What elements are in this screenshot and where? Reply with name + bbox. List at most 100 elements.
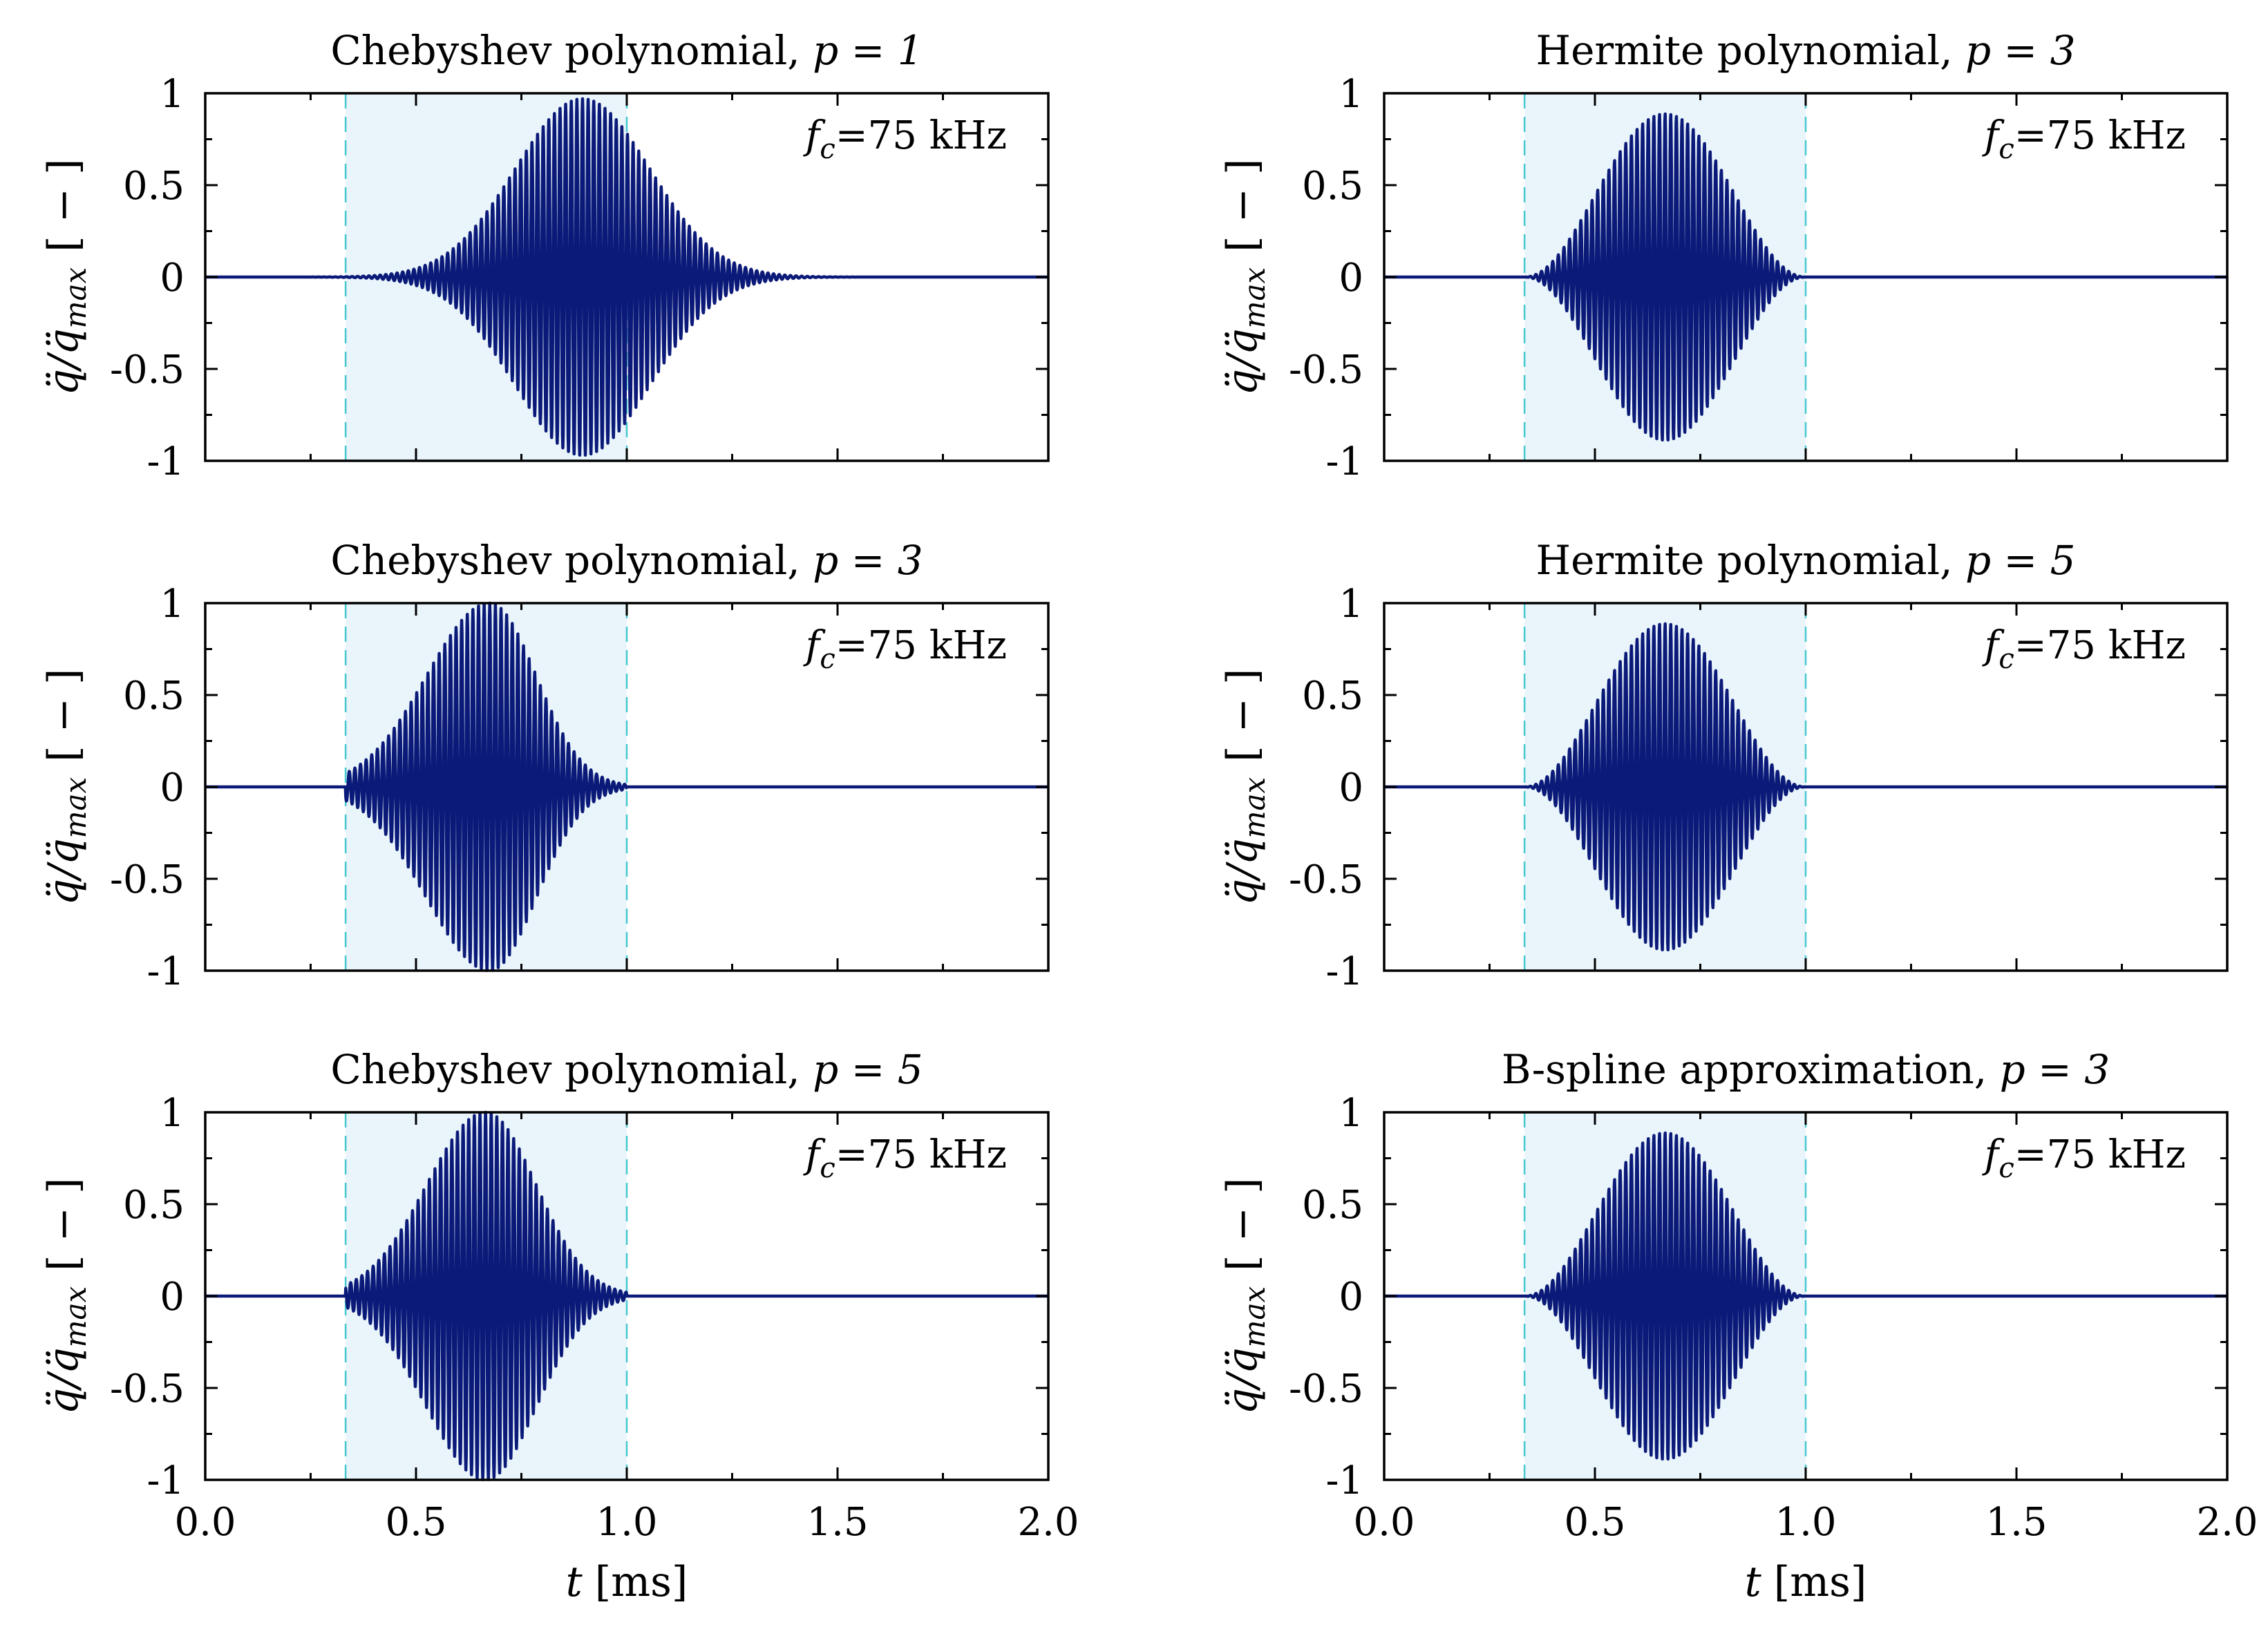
signal-line: [204, 1110, 1050, 1481]
y-tick-label: 1: [160, 1091, 185, 1136]
y-tick-label: 0: [160, 256, 185, 301]
panel-title-p: p = 5: [813, 1046, 923, 1093]
y-tick-label: -1: [147, 439, 185, 484]
x-tick-label: 0.0: [1353, 1500, 1415, 1545]
y-axis-label: q̈/q̈max [ − ]: [1218, 159, 1272, 396]
fc-sub: c: [1998, 1152, 2014, 1184]
panel-title-text: Chebyshev polynomial,: [330, 27, 813, 74]
panel-title: B-spline approximation, p = 3: [1502, 1046, 2110, 1093]
y-tick-label: 1: [1339, 582, 1363, 627]
y-axis-sub: max: [1238, 777, 1272, 839]
x-tick-label: 1.0: [596, 1500, 657, 1545]
fc-annotation: fc=75 kHz: [1982, 1132, 2186, 1184]
y-tick-label: 0: [160, 1275, 185, 1320]
y-tick-label: 0: [1339, 1275, 1363, 1320]
x-axis-var: t: [566, 1558, 583, 1606]
y-axis-main: q̈/q̈: [39, 838, 88, 905]
x-tick-label: 0.5: [385, 1500, 446, 1545]
panel-title: Hermite polynomial, p = 5: [1536, 537, 2076, 584]
panel-2: 1 0.5 0 -0.5 -1 Hermite polynomial, p = 3 fc=7…: [1218, 27, 2229, 484]
y-tick-label: 1: [1339, 72, 1363, 117]
y-axis-unit: [ − ]: [1218, 159, 1267, 252]
y-tick-label: -0.5: [1289, 857, 1363, 902]
x-axis-label: t [ms]: [1745, 1558, 1867, 1606]
y-tick-label: 0: [1339, 765, 1363, 810]
signal-line: [1383, 1131, 2229, 1461]
fc-value: =75 kHz: [835, 623, 1007, 668]
y-tick-label: -0.5: [1289, 348, 1363, 392]
y-axis-unit: [ − ]: [39, 669, 88, 762]
y-tick-label: -0.5: [110, 348, 185, 392]
y-tick-label: -0.5: [110, 857, 185, 902]
fc-sub: c: [1998, 643, 2014, 675]
y-axis-sub: max: [59, 777, 93, 839]
y-axis-sub: max: [1238, 1286, 1272, 1348]
x-tick-label: 1.5: [1985, 1500, 2047, 1545]
panel-title-p: p = 1: [813, 27, 923, 74]
signal-line: [1383, 622, 2229, 952]
panel-title: Hermite polynomial, p = 3: [1536, 27, 2076, 74]
y-axis-main: q̈/q̈: [39, 1347, 88, 1414]
y-axis-label: q̈/q̈max [ − ]: [1218, 1178, 1272, 1415]
y-tick-label: 1: [1339, 1091, 1363, 1136]
fc-value: =75 kHz: [2014, 113, 2186, 158]
x-axis-unit: [ms]: [1774, 1558, 1867, 1606]
y-axis-main: q̈/q̈: [39, 328, 88, 395]
fc-annotation: fc=75 kHz: [1982, 113, 2186, 165]
signal-line: [1383, 112, 2229, 442]
y-axis-unit: [ − ]: [39, 1178, 88, 1271]
fc-value: =75 kHz: [2014, 1132, 2186, 1177]
y-axis-sub: max: [59, 267, 93, 329]
signal-line: [204, 601, 1050, 972]
x-axis-var: t: [1745, 1558, 1762, 1606]
panel-title-p: p = 3: [1965, 27, 2076, 74]
y-axis-sub: max: [59, 1286, 93, 1348]
y-tick-label: 0.5: [123, 674, 185, 719]
x-tick-label: 0.0: [174, 1500, 236, 1545]
y-tick-label: -0.5: [110, 1367, 185, 1411]
y-axis-main: q̈/q̈: [1218, 1347, 1267, 1414]
panel-3: 1 0.5 0 -0.5 -1 Chebyshev polynomial, p = 3 fc…: [39, 537, 1050, 994]
fc-value: =75 kHz: [835, 1132, 1007, 1177]
panel-title-p: p = 5: [1965, 537, 2076, 584]
x-tick-label: 1.5: [806, 1500, 868, 1545]
fc-annotation: fc=75 kHz: [803, 113, 1007, 165]
y-tick-label: -1: [1325, 439, 1363, 484]
panel-title-text: Hermite polynomial,: [1536, 537, 1965, 584]
fc-annotation: fc=75 kHz: [803, 623, 1007, 675]
panel-title: Chebyshev polynomial, p = 3: [330, 537, 923, 584]
y-axis-unit: [ − ]: [39, 159, 88, 252]
x-axis-label: t [ms]: [566, 1558, 688, 1606]
panel-title-text: Chebyshev polynomial,: [330, 537, 813, 584]
y-tick-label: 0: [1339, 256, 1363, 301]
y-tick-label: 0.5: [1302, 1183, 1363, 1228]
x-tick-label: 2.0: [1017, 1500, 1079, 1545]
y-tick-label: 0.5: [123, 1183, 185, 1228]
panel-1: 1 0.5 0 -0.5 -1 Chebyshev polynomial, p = 1 fc…: [39, 27, 1050, 484]
panel-title-p: p = 3: [2000, 1046, 2110, 1093]
panel-title: Chebyshev polynomial, p = 1: [330, 27, 923, 74]
y-tick-label: 0.5: [1302, 674, 1363, 719]
y-axis-label: q̈/q̈max [ − ]: [39, 159, 93, 396]
y-tick-label: 1: [160, 582, 185, 627]
fc-value: =75 kHz: [2014, 623, 2186, 668]
y-axis-main: q̈/q̈: [1218, 328, 1267, 395]
y-axis-unit: [ − ]: [1218, 1178, 1267, 1271]
y-tick-label: 0.5: [1302, 164, 1363, 209]
y-tick-label: -1: [147, 949, 185, 994]
y-tick-label: -1: [147, 1458, 185, 1503]
panel-title-p: p = 3: [813, 537, 923, 584]
y-tick-label: -1: [1325, 1458, 1363, 1503]
fc-annotation: fc=75 kHz: [1982, 623, 2186, 675]
panel-6: 1 0.5 0 -0.5 -10.0 0.5 1.0 1.5 2.0 t [ms] B-spline …: [1218, 1046, 2258, 1606]
fc-sub: c: [1998, 133, 2014, 165]
panel-4: 1 0.5 0 -0.5 -1 Hermite polynomial, p = 5 fc=7…: [1218, 537, 2229, 994]
y-tick-label: 0.5: [123, 164, 185, 209]
x-tick-label: 2.0: [2196, 1500, 2258, 1545]
y-axis-sub: max: [1238, 267, 1272, 329]
signal-line: [204, 97, 1050, 457]
y-axis-label: q̈/q̈max [ − ]: [39, 669, 93, 906]
fc-value: =75 kHz: [835, 113, 1007, 158]
fc-sub: c: [820, 643, 835, 675]
